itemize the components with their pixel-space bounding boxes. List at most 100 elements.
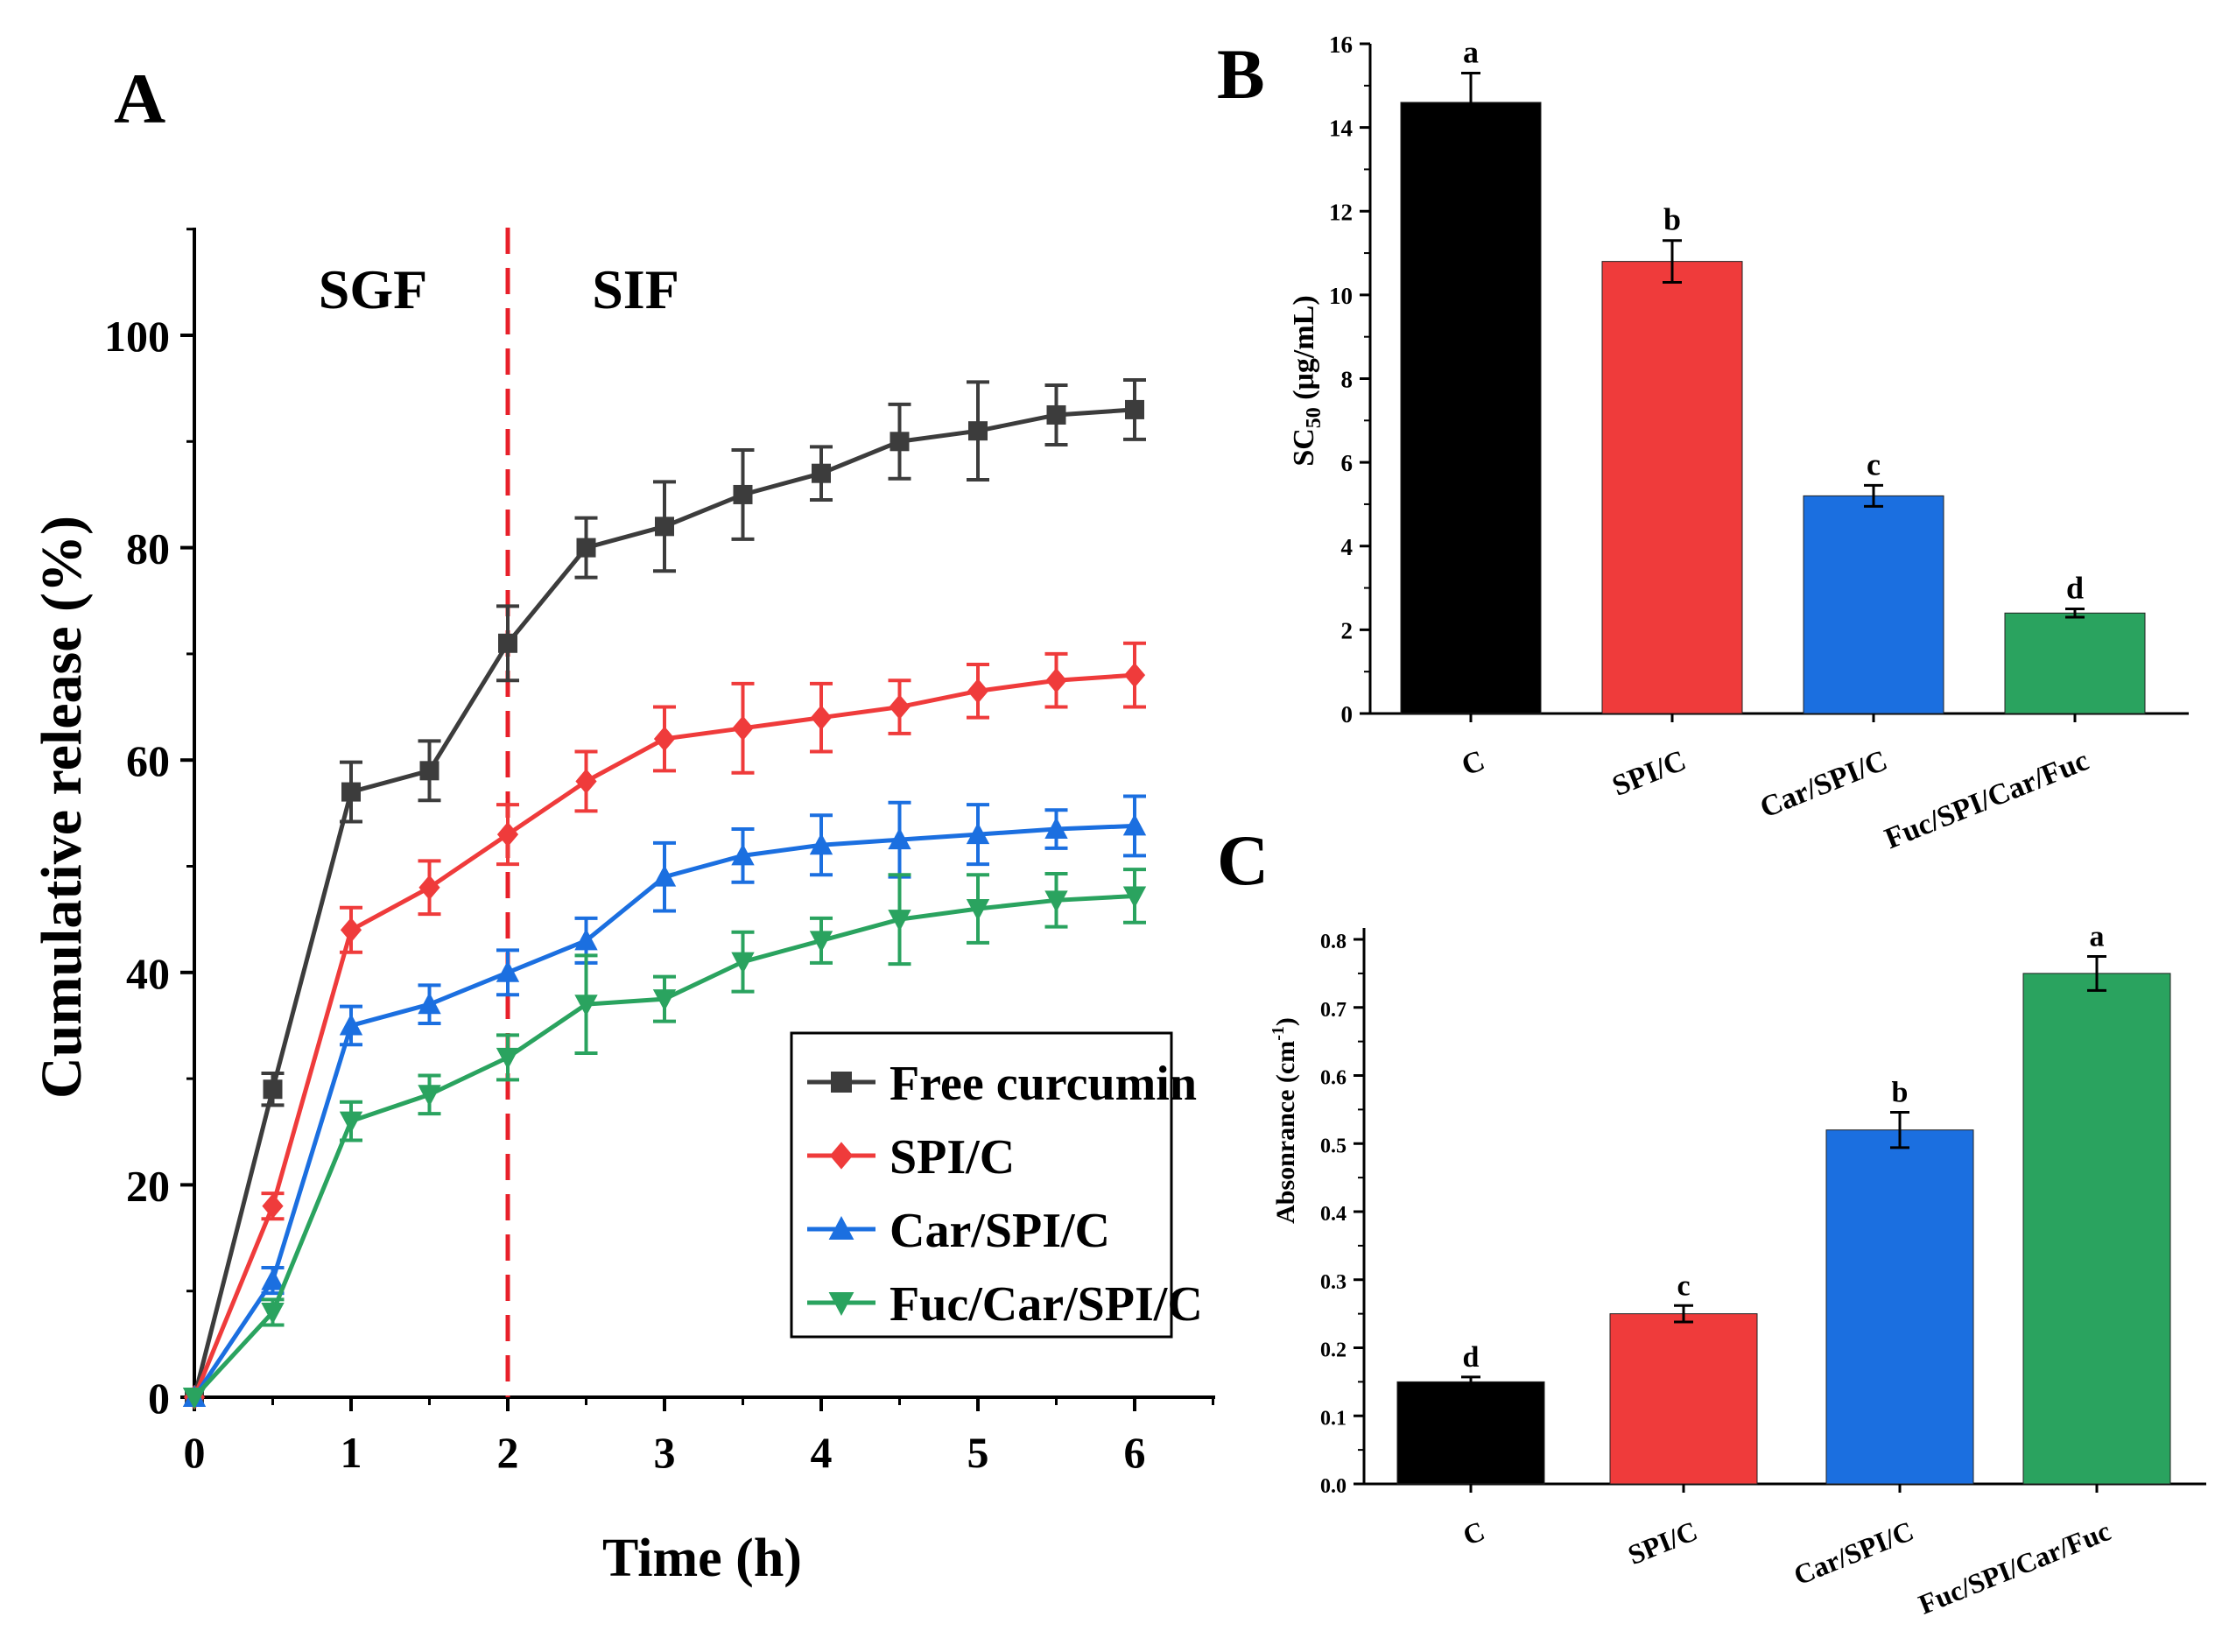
panel-a-point — [888, 910, 911, 931]
panel-a-point — [261, 1302, 285, 1325]
bar-ytick-label: 16 — [1329, 32, 1353, 58]
bar — [2022, 973, 2171, 1485]
panel-a-axes — [193, 228, 1215, 1399]
panel-b-bar-chart: 0 2 4 6 8 10 12 14 16 a Cb SPI/C c Car/SPI/C d Fuc/SPI… — [1288, 32, 2189, 855]
legend-label: Free curcumin — [890, 1057, 1197, 1111]
bar-ytick-label: 0.7 — [1320, 999, 1347, 1022]
bar — [1803, 495, 1944, 714]
panel-a-ytick-label: 60 — [126, 736, 170, 785]
panel-a-xtick-label: 5 — [967, 1428, 989, 1477]
panel-a-series-3 — [182, 868, 1147, 1409]
panel-a-point — [655, 517, 674, 537]
bar-ytick-label: 0.5 — [1320, 1135, 1347, 1157]
legend-marker — [831, 1072, 852, 1093]
bar-ytick-label: 0.2 — [1320, 1339, 1347, 1362]
panel-a-xtick-label: 0 — [184, 1428, 206, 1477]
legend-marker — [828, 1216, 854, 1240]
panel-a-point — [1045, 667, 1067, 693]
panel-a-point — [809, 833, 833, 855]
panel-c-bars: d Cc SPI/C b Car/SPI/C a Fuc/SPI/Car/Fuc — [1396, 920, 2171, 1620]
panel-a-point — [182, 1388, 207, 1409]
bar-category-label: Fuc/SPI/Car/Fuc — [1914, 1515, 2114, 1620]
panel-a-point — [888, 827, 911, 850]
bar-category-label: C — [1459, 1515, 1489, 1551]
panel-a-point — [1125, 399, 1144, 419]
bar-ytick-label: 0.3 — [1320, 1271, 1347, 1294]
panel-b-bars: a Cb SPI/C c Car/SPI/C d Fuc/SPI/Car/Fuc — [1400, 34, 2146, 855]
panel-a-point — [263, 1079, 283, 1100]
panel-a-point — [496, 960, 520, 982]
panel-a-point — [966, 899, 990, 921]
bar-ytick-label: 10 — [1329, 283, 1353, 309]
bar-category-label: SPI/C — [1608, 744, 1691, 803]
bar-ytick-label: 0.1 — [1320, 1407, 1347, 1430]
bar-category-label: Car/SPI/C — [1790, 1515, 1918, 1591]
bar-ytick-label: 2 — [1341, 617, 1354, 643]
bar — [1400, 102, 1542, 714]
bar-ytick-label: 4 — [1341, 534, 1354, 560]
bar-category-label: Fuc/SPI/Car/Fuc — [1881, 744, 2093, 855]
panel-a-point — [340, 917, 362, 943]
bar-significance-letter: d — [2066, 570, 2084, 605]
panel-a-point — [339, 1111, 363, 1134]
panel-b-ylabel-rest: (μg/mL) — [1288, 295, 1320, 407]
panel-a-ytick-label: 80 — [126, 524, 170, 573]
bar-significance-letter: a — [1463, 34, 1479, 69]
bar — [1601, 261, 1743, 714]
panel-c-bar-chart: 0.0 0.1 0.2 0.3 0.4 0.5 0.6 0.7 0.8 d Cc SPI/C b Car… — [1269, 920, 2206, 1620]
bar — [1609, 1313, 1758, 1485]
panel-a-point — [1122, 886, 1147, 909]
panel-a-point — [574, 928, 598, 951]
panel-a-ytick-label: 100 — [104, 312, 170, 361]
panel-a-ytick-label: 0 — [148, 1374, 170, 1423]
panel-a-point — [1046, 404, 1066, 425]
bar-category-label: SPI/C — [1623, 1515, 1701, 1571]
panel-a-point — [261, 1268, 285, 1290]
panel-a-region-sgf: SGF — [319, 258, 427, 320]
bar-ytick-label: 0.0 — [1320, 1475, 1347, 1498]
panel-a-point — [731, 952, 755, 974]
panel-a-series-group — [182, 377, 1147, 1410]
panel-a-point — [968, 421, 988, 441]
panel-a-xtick-label: 3 — [654, 1428, 676, 1477]
panel-a-ylabel: Cumulative release (%) — [30, 516, 94, 1099]
panel-a-point — [418, 1085, 441, 1107]
legend-label: Fuc/Car/SPI/C — [890, 1277, 1203, 1332]
panel-a-ytick-label: 40 — [126, 949, 170, 998]
bar-ytick-label: 0.4 — [1320, 1203, 1347, 1226]
panel-a-xlabel: Time (h) — [602, 1529, 802, 1588]
bar-ytick-label: 6 — [1341, 450, 1354, 476]
panel-a-series-1 — [183, 641, 1146, 1410]
panel-a-point — [652, 864, 677, 887]
panel-a-point — [731, 843, 755, 866]
panel-label-c: C — [1217, 820, 1269, 900]
panel-a-point — [341, 782, 361, 802]
panel-a-xtick-label: 6 — [1124, 1428, 1146, 1477]
panel-a-point — [1122, 813, 1147, 836]
legend-marker — [828, 1292, 854, 1316]
panel-a-xtick-label: 2 — [497, 1428, 519, 1477]
panel-a-region-sif: SIF — [592, 258, 679, 320]
panel-a-point — [810, 705, 833, 730]
panel-a-xtick-label: 1 — [341, 1428, 362, 1477]
panel-a-point — [653, 726, 676, 752]
panel-a-point — [652, 989, 677, 1011]
panel-a-point — [419, 761, 439, 781]
panel-a-point — [496, 1047, 520, 1070]
panel-b-ylabel: SC50 (μg/mL) — [1288, 295, 1325, 466]
panel-a-point — [418, 875, 440, 901]
bar-significance-letter: b — [1892, 1076, 1909, 1108]
legend-label: SPI/C — [890, 1130, 1015, 1185]
panel-a-point — [262, 1193, 284, 1219]
panel-c-ylabel-rest: ) — [1271, 1017, 1300, 1026]
panel-a-point — [1123, 662, 1146, 688]
panel-a-point — [967, 678, 989, 704]
legend-marker — [829, 1142, 854, 1170]
bar-significance-letter: b — [1663, 202, 1681, 237]
panel-a-series-2 — [182, 794, 1147, 1407]
panel-a-point — [574, 995, 598, 1016]
panel-a-point — [733, 484, 753, 504]
panel-label-a: A — [114, 59, 165, 138]
bar — [1825, 1129, 1974, 1485]
panel-a-xtick-label: 4 — [811, 1428, 833, 1477]
